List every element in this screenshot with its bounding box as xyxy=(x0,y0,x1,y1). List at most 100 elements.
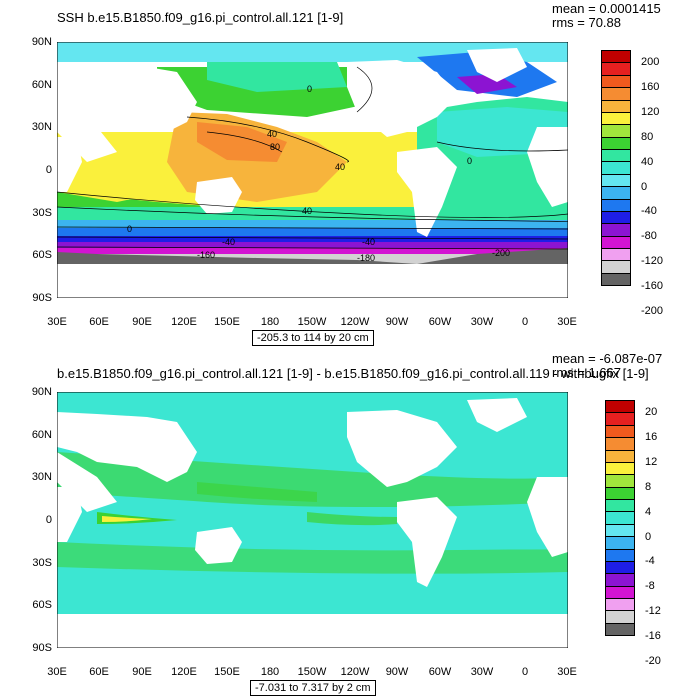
top-colorbar-label: 0 xyxy=(641,180,648,193)
lon-label: 30W xyxy=(470,316,494,328)
top-map: 40 80 40 0 40 0 0 -40 -160 -180 -40 -200 xyxy=(57,42,568,298)
lat-label: 30N xyxy=(31,121,52,133)
bottom-colorbar-label: -4 xyxy=(645,555,655,568)
contour-label: -160 xyxy=(197,250,215,260)
bottom-map-title: b.e15.B1850.f09_g16.pi_control.all.121 [… xyxy=(57,366,649,381)
lat-label: 0 xyxy=(45,514,52,526)
bottom-rms: rms = 1.667 xyxy=(552,365,622,380)
colorbar-swatch xyxy=(606,537,634,550)
colorbar-swatch xyxy=(602,236,630,249)
bottom-colorbar-label: 20 xyxy=(645,406,658,419)
colorbar-swatch xyxy=(606,586,634,599)
lat-label: 30S xyxy=(32,207,52,219)
lon-label: 30E xyxy=(47,666,67,678)
top-colorbar-swatches xyxy=(601,50,631,286)
colorbar-swatch xyxy=(602,150,630,163)
colorbar-swatch xyxy=(606,574,634,587)
lon-label: 120E xyxy=(171,666,197,678)
colorbar-swatch xyxy=(602,125,630,138)
colorbar-swatch xyxy=(602,100,630,113)
top-colorbar-label: -40 xyxy=(641,205,657,218)
colorbar-swatch xyxy=(602,224,630,237)
top-range-label: -205.3 to 114 by 20 cm xyxy=(252,330,374,346)
lon-label: 30E xyxy=(557,316,577,328)
colorbar-swatch xyxy=(606,425,634,439)
contour-label: 0 xyxy=(127,224,132,234)
top-colorbar: 200 160 120 80 40 0 -40 -80 -120 -160 -200 xyxy=(601,50,663,317)
colorbar-swatch xyxy=(602,162,630,175)
lon-label: 150E xyxy=(214,316,240,328)
bottom-colorbar-label: -8 xyxy=(645,580,655,593)
colorbar-swatch xyxy=(602,51,630,64)
contour-label: -40 xyxy=(362,237,375,247)
top-colorbar-label: 200 xyxy=(641,56,660,69)
lon-label: 150W xyxy=(297,316,327,328)
colorbar-swatch xyxy=(602,137,630,150)
top-colorbar-label: -80 xyxy=(641,230,657,243)
colorbar-swatch xyxy=(606,413,634,426)
contour-label: 40 xyxy=(302,206,312,216)
bottom-colorbar-label: -16 xyxy=(645,630,661,642)
lon-label: 120E xyxy=(171,316,197,328)
lat-label: 60N xyxy=(31,79,52,91)
lon-label: 180 xyxy=(260,316,280,328)
bottom-colorbar-label: 12 xyxy=(645,456,658,469)
colorbar-swatch xyxy=(602,75,630,89)
bottom-colorbar-label: -12 xyxy=(645,605,661,618)
colorbar-swatch xyxy=(606,623,634,636)
lon-label: 0 xyxy=(521,666,529,678)
colorbar-swatch xyxy=(606,450,634,463)
lon-label: 60W xyxy=(428,316,452,328)
colorbar-swatch xyxy=(602,199,630,212)
colorbar-swatch xyxy=(602,273,630,286)
lon-label: 90E xyxy=(132,316,152,328)
lat-label: 0 xyxy=(45,164,52,176)
contour-label: 0 xyxy=(467,156,472,166)
bottom-colorbar-label: 0 xyxy=(645,530,652,543)
colorbar-swatch xyxy=(602,174,630,188)
bottom-colorbar-label: 8 xyxy=(645,480,652,493)
bottom-range-label: -7.031 to 7.317 by 2 cm xyxy=(250,680,376,696)
colorbar-swatch xyxy=(602,88,630,101)
colorbar-swatch xyxy=(606,487,634,500)
top-map-title: SSH b.e15.B1850.f09_g16.pi_control.all.1… xyxy=(57,10,344,25)
lon-label: 120W xyxy=(340,666,370,678)
contour-label: 0 xyxy=(307,84,312,94)
lat-label: 60S xyxy=(32,249,52,261)
lon-label: 150E xyxy=(214,666,240,678)
lat-label: 90N xyxy=(31,36,52,48)
colorbar-swatch xyxy=(606,401,634,414)
colorbar-swatch xyxy=(606,462,634,476)
top-mean: mean = 0.0001415 xyxy=(552,1,661,16)
bottom-colorbar: 20 16 12 8 4 0 -4 -8 -12 -16 -20 xyxy=(605,400,661,667)
lon-label: 120W xyxy=(340,316,370,328)
lon-label: 90W xyxy=(385,316,409,328)
lon-label: 180 xyxy=(260,666,280,678)
top-colorbar-label: 80 xyxy=(641,130,654,143)
top-colorbar-label: 40 xyxy=(641,155,654,168)
bottom-colorbar-label: 4 xyxy=(645,505,652,518)
lon-label: 60E xyxy=(89,666,109,678)
colorbar-swatch xyxy=(602,249,630,262)
colorbar-swatch xyxy=(606,549,634,562)
lat-label: 30S xyxy=(32,557,52,569)
top-colorbar-label: 120 xyxy=(641,106,660,119)
lon-label: 60W xyxy=(428,666,452,678)
contour-label: -180 xyxy=(357,253,375,263)
lon-label: 90W xyxy=(385,666,409,678)
lat-label: 60S xyxy=(32,599,52,611)
bottom-mean: mean = -6.087e-07 xyxy=(552,351,663,366)
colorbar-swatch xyxy=(602,211,630,225)
lat-label: 90N xyxy=(31,386,52,398)
bottom-map xyxy=(57,392,568,648)
contour-label: 40 xyxy=(267,129,277,139)
top-colorbar-label: 160 xyxy=(641,81,660,94)
lon-label: 30W xyxy=(470,666,494,678)
top-rms: rms = 70.88 xyxy=(552,15,622,30)
colorbar-swatch xyxy=(606,561,634,575)
colorbar-swatch xyxy=(602,261,630,274)
lat-label: 60N xyxy=(31,429,52,441)
bottom-colorbar-swatches xyxy=(605,400,635,636)
lon-label: 30E xyxy=(47,316,67,328)
top-panel: SSH b.e15.B1850.f09_g16.pi_control.all.1… xyxy=(31,1,663,346)
